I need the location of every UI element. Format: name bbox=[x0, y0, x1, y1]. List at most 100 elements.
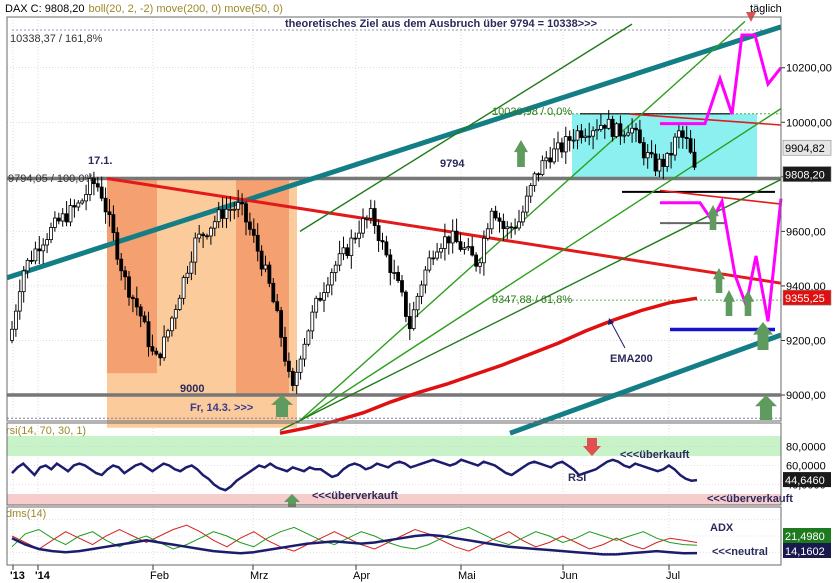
candle bbox=[158, 352, 163, 366]
candle bbox=[154, 347, 159, 356]
candle bbox=[634, 123, 638, 143]
candle bbox=[571, 128, 576, 149]
candle bbox=[286, 352, 291, 378]
candle-body bbox=[134, 298, 139, 308]
arrow-breakout bbox=[514, 140, 528, 167]
candle bbox=[595, 119, 599, 140]
candle-body bbox=[489, 210, 494, 230]
candle-body bbox=[474, 254, 479, 267]
candle-body bbox=[333, 264, 338, 273]
candle bbox=[197, 224, 202, 243]
candle bbox=[380, 232, 385, 250]
candle-body bbox=[380, 240, 385, 243]
candle-body bbox=[450, 230, 455, 244]
price-tag-box-0 bbox=[782, 139, 832, 156]
candle bbox=[138, 304, 143, 328]
date-14-3-label: Fr, 14.3. >>> bbox=[190, 402, 253, 414]
candle bbox=[17, 279, 22, 320]
ema-pointer-head bbox=[608, 318, 614, 325]
candle bbox=[271, 278, 276, 304]
candle-body bbox=[92, 178, 96, 185]
candle-body bbox=[692, 151, 697, 168]
candle bbox=[505, 221, 510, 240]
candle-body bbox=[439, 248, 443, 253]
candle bbox=[556, 131, 560, 162]
candle bbox=[349, 229, 354, 269]
candle bbox=[485, 223, 490, 241]
candle bbox=[400, 274, 404, 297]
candle-body bbox=[571, 139, 576, 142]
candle bbox=[407, 303, 412, 340]
candle-body bbox=[173, 309, 178, 319]
candle-body bbox=[318, 297, 323, 301]
candle-body bbox=[657, 158, 662, 172]
candle-body bbox=[688, 138, 693, 153]
projection-bear bbox=[660, 196, 783, 322]
candle-body bbox=[60, 213, 65, 222]
candle-body bbox=[567, 136, 572, 141]
candle bbox=[150, 334, 155, 356]
candle bbox=[56, 212, 61, 225]
candle-body bbox=[345, 247, 350, 256]
candle bbox=[575, 125, 580, 150]
candle bbox=[279, 306, 284, 347]
candle-body bbox=[435, 251, 440, 259]
candle-body bbox=[232, 208, 237, 211]
candle-body bbox=[314, 297, 319, 313]
candle-body bbox=[283, 336, 287, 362]
candle-body bbox=[271, 282, 276, 303]
candle bbox=[115, 227, 120, 265]
candle-body bbox=[181, 277, 186, 299]
candle bbox=[677, 122, 681, 149]
candle-body bbox=[419, 284, 424, 297]
candle bbox=[532, 171, 537, 192]
candle bbox=[193, 232, 198, 275]
candle bbox=[528, 182, 533, 204]
candle-body bbox=[212, 221, 217, 229]
candle bbox=[212, 215, 217, 237]
candle-body bbox=[411, 309, 416, 330]
candle-body bbox=[602, 125, 607, 129]
candle-body bbox=[641, 142, 646, 159]
candle-body bbox=[279, 310, 284, 338]
candle-body bbox=[509, 226, 514, 229]
candle-body bbox=[634, 127, 638, 131]
candle-body bbox=[325, 284, 330, 293]
projection-bull bbox=[660, 33, 783, 126]
candle bbox=[364, 215, 369, 229]
candle bbox=[232, 201, 237, 220]
price-tag-box-1 bbox=[782, 166, 832, 182]
candle bbox=[68, 198, 73, 227]
zone-dark-right bbox=[236, 178, 289, 395]
candle bbox=[470, 236, 475, 257]
candle bbox=[361, 208, 365, 238]
candle-body bbox=[21, 270, 26, 293]
candle-body bbox=[645, 152, 650, 159]
price-tag-box-2 bbox=[782, 289, 832, 306]
candle bbox=[645, 143, 650, 169]
candle-body bbox=[540, 160, 545, 175]
candle bbox=[415, 293, 420, 318]
level-9000-label: 9000 bbox=[180, 383, 204, 395]
candle bbox=[657, 153, 662, 178]
candle-body bbox=[150, 346, 155, 352]
candle-body bbox=[138, 306, 143, 317]
candle bbox=[567, 130, 572, 152]
candle bbox=[684, 125, 689, 150]
candle bbox=[33, 241, 38, 265]
candle-body bbox=[236, 202, 241, 210]
di-value-tag bbox=[783, 528, 831, 543]
candle-body bbox=[88, 178, 92, 195]
di-value-label: 21,4980 bbox=[785, 531, 825, 543]
candle bbox=[544, 151, 549, 169]
candle-body bbox=[56, 217, 61, 222]
candle-body bbox=[123, 270, 127, 278]
oversold-label-right: <<<überverkauft bbox=[707, 493, 793, 505]
candle bbox=[49, 222, 53, 244]
rsi-down-arrow bbox=[583, 438, 601, 456]
candle bbox=[513, 218, 517, 235]
candle bbox=[435, 243, 440, 261]
candle-body bbox=[267, 264, 272, 284]
candle-body bbox=[407, 316, 412, 330]
candle bbox=[357, 220, 362, 248]
